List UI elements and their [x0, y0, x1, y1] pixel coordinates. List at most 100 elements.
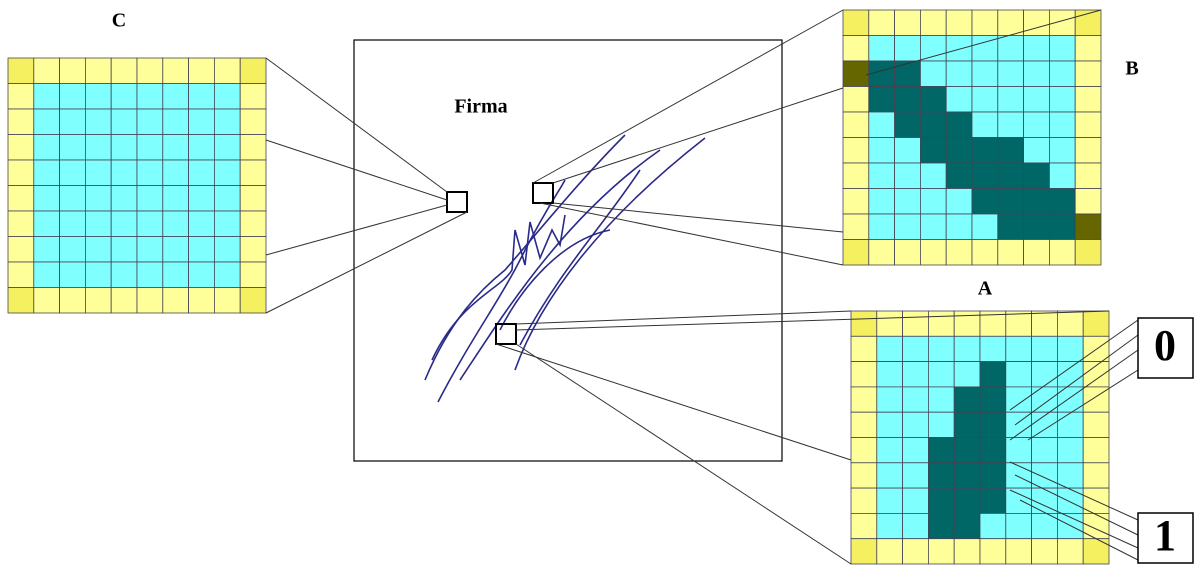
pixel-cell	[189, 262, 215, 288]
pixel-cell	[214, 135, 240, 161]
pixel-cell	[851, 412, 877, 437]
pixel-cell	[843, 10, 869, 36]
pixel-cell	[111, 288, 137, 314]
pixel-cell	[928, 463, 954, 488]
pixel-cell	[163, 135, 189, 161]
pixel-cell	[980, 412, 1006, 437]
pixel-cell	[1075, 112, 1101, 138]
pixel-cell	[1049, 163, 1075, 189]
pixel-cell	[1083, 513, 1109, 538]
pixel-cell	[998, 163, 1024, 189]
pixel-cell	[895, 10, 921, 36]
pixel-cell	[1006, 488, 1032, 513]
pixel-cell	[954, 438, 980, 463]
pixel-cell	[8, 109, 34, 135]
pixel-cell	[895, 163, 921, 189]
pixel-cell	[1049, 189, 1075, 215]
pixel-cell	[972, 214, 998, 240]
pixel-cell	[60, 262, 86, 288]
pixel-cell	[1075, 214, 1101, 240]
diagram: Firma C B A 0 1	[0, 0, 1196, 565]
pixel-cell	[137, 211, 163, 237]
pixel-cell	[240, 288, 266, 314]
pixel-cell	[1057, 412, 1083, 437]
pixel-cell	[240, 109, 266, 135]
pixel-cell	[1057, 438, 1083, 463]
pixel-cell	[946, 36, 972, 62]
pixel-cell	[972, 240, 998, 266]
pixel-cell	[240, 84, 266, 110]
pixel-cell	[8, 186, 34, 212]
pixel-cell	[1075, 36, 1101, 62]
pixel-cell	[1024, 61, 1050, 87]
pixel-cell	[998, 61, 1024, 87]
pixel-cell	[946, 214, 972, 240]
pixel-cell	[1032, 336, 1058, 361]
pixel-cell	[1083, 412, 1109, 437]
pixel-cell	[869, 112, 895, 138]
pixel-cell	[137, 58, 163, 84]
pixel-cell	[34, 160, 60, 186]
pixel-cell	[1006, 311, 1032, 336]
pixel-cell	[240, 186, 266, 212]
pixel-cell	[980, 539, 1006, 564]
pixel-cell	[189, 186, 215, 212]
pixel-cell	[1024, 87, 1050, 113]
pixel-cell	[843, 138, 869, 164]
pixel-cell	[1083, 463, 1109, 488]
pixel-cell	[137, 186, 163, 212]
pixel-cell	[163, 288, 189, 314]
pixel-cell	[903, 311, 929, 336]
pixel-cell	[60, 84, 86, 110]
pixel-cell	[895, 189, 921, 215]
pixel-cell	[928, 513, 954, 538]
pixel-cell	[1057, 539, 1083, 564]
pixel-cell	[998, 36, 1024, 62]
pixel-cell	[214, 58, 240, 84]
pixel-cell	[903, 488, 929, 513]
pixel-cell	[998, 189, 1024, 215]
pixel-cell	[214, 84, 240, 110]
pixel-cell	[980, 336, 1006, 361]
pixel-cell	[954, 539, 980, 564]
pixel-cell	[34, 262, 60, 288]
pixel-cell	[163, 160, 189, 186]
pixel-cell	[1049, 138, 1075, 164]
pixel-cell	[1006, 463, 1032, 488]
pixel-cell	[34, 288, 60, 314]
pixel-cell	[1075, 163, 1101, 189]
pixel-cell	[111, 160, 137, 186]
pixel-cell	[8, 135, 34, 161]
pixel-cell	[163, 237, 189, 263]
panel-label: B	[1125, 58, 1138, 80]
pixel-cell	[877, 513, 903, 538]
pixel-cell	[928, 336, 954, 361]
pixel-cell	[85, 237, 111, 263]
pixel-cell	[163, 186, 189, 212]
pixel-cell	[869, 138, 895, 164]
pixel-cell	[998, 10, 1024, 36]
pixel-grid	[843, 10, 1101, 265]
bit-label: 0	[1154, 321, 1176, 370]
pixel-cell	[998, 240, 1024, 266]
pixel-cell	[928, 539, 954, 564]
pixel-cell	[920, 214, 946, 240]
pixel-cell	[1024, 138, 1050, 164]
pixel-cell	[877, 438, 903, 463]
pixel-cell	[1006, 513, 1032, 538]
pixel-cell	[928, 387, 954, 412]
pixel-cell	[843, 112, 869, 138]
pixel-cell	[946, 10, 972, 36]
pixel-cell	[954, 412, 980, 437]
pixel-cell	[163, 109, 189, 135]
pixel-cell	[60, 135, 86, 161]
pixel-cell	[843, 189, 869, 215]
pixel-cell	[843, 87, 869, 113]
pixel-cell	[954, 336, 980, 361]
pixel-cell	[34, 58, 60, 84]
pixel-cell	[946, 189, 972, 215]
pixel-cell	[1024, 189, 1050, 215]
panel-label: A	[978, 278, 993, 300]
pixel-cell	[137, 135, 163, 161]
pixel-cell	[895, 240, 921, 266]
